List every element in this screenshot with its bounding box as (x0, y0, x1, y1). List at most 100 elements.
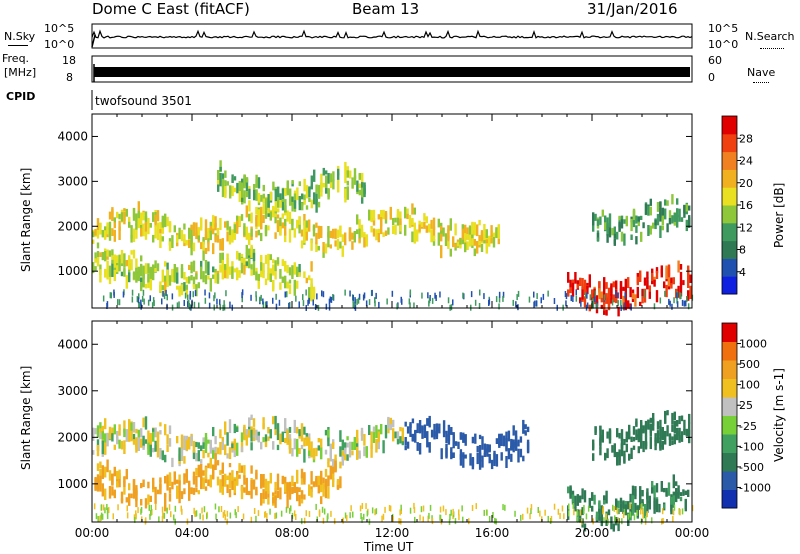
echo-cell (447, 225, 450, 239)
echo-cell (123, 428, 126, 438)
echo-cell (240, 258, 244, 263)
echo-cell (490, 459, 494, 470)
echo-cell (106, 224, 109, 235)
echo-cell (130, 259, 133, 271)
noise-cell (176, 302, 179, 309)
echo-cell (214, 461, 217, 470)
echo-cell (279, 200, 282, 208)
echo-cell (188, 483, 191, 490)
echo-cell (678, 435, 681, 443)
echo-cell (240, 214, 244, 221)
echo-cell (512, 425, 515, 436)
echo-cell (156, 434, 160, 445)
noise-cell (458, 514, 460, 521)
echo-cell (269, 429, 272, 438)
echo-cell (217, 170, 220, 180)
echo-cell (606, 431, 609, 439)
echo-cell (365, 234, 368, 247)
noise-cell (475, 503, 477, 510)
echo-cell (224, 264, 227, 270)
echo-cell (264, 226, 268, 234)
echo-cell (123, 476, 126, 486)
echo-cell (591, 492, 594, 501)
colorbar-tick-label: 20 (739, 177, 753, 190)
noise-cell (522, 513, 524, 520)
noise-cell (498, 291, 501, 298)
echo-cell (628, 424, 631, 436)
echo-cell (123, 269, 126, 275)
echo-cell (310, 489, 313, 498)
echo-cell (178, 285, 181, 297)
echo-cell (576, 494, 579, 506)
echo-cell (325, 175, 328, 189)
echo-cell (159, 234, 162, 248)
echo-cell (659, 207, 662, 222)
noise-cell (603, 294, 605, 301)
noise-cell (450, 509, 452, 516)
echo-cell (166, 216, 169, 227)
noise-cell (198, 302, 200, 309)
echo-cell (180, 284, 184, 296)
echo-cell (664, 430, 667, 445)
echo-cell (180, 438, 184, 450)
noise-cell (374, 297, 376, 304)
echo-cell (605, 490, 608, 504)
echo-cell (592, 219, 595, 232)
echo-cell (606, 234, 609, 243)
echo-cell (243, 174, 246, 189)
echo-cell (480, 230, 484, 241)
echo-cell (612, 523, 615, 532)
noise-cell (110, 292, 112, 299)
echo-cell (659, 441, 662, 451)
echo-cell (257, 192, 261, 203)
noise-cell (614, 515, 616, 522)
echo-cell (296, 187, 299, 201)
echo-cell (305, 231, 308, 241)
echo-cell (663, 281, 666, 289)
echo-cell (298, 181, 301, 187)
echo-cell (317, 475, 320, 486)
echo-cell (672, 495, 675, 506)
echo-cell (236, 267, 239, 281)
echo-cell (485, 243, 488, 254)
noise-cell (413, 302, 415, 309)
echo-cell (320, 438, 323, 448)
echo-cell (168, 493, 172, 502)
echo-cell (250, 269, 253, 276)
echo-cell (671, 412, 674, 425)
noise-cell (106, 301, 109, 308)
echo-cell (185, 469, 188, 483)
echo-cell (517, 439, 520, 447)
echo-cell (135, 267, 138, 281)
noise-cell (180, 505, 182, 512)
echo-cell (411, 217, 414, 226)
echo-cell (233, 438, 236, 451)
echo-cell (276, 423, 280, 433)
echo-cell (171, 457, 174, 468)
echo-cell (346, 180, 349, 186)
noise-cell (360, 513, 362, 519)
echo-cell (164, 494, 167, 508)
noise-cell (219, 299, 221, 306)
echo-cell (351, 441, 354, 450)
echo-cell (327, 234, 330, 248)
echo-band-5 (592, 194, 691, 246)
noise-cell (278, 299, 281, 306)
echo-cell (522, 455, 525, 462)
echo-cell (648, 501, 651, 510)
noise-cell (483, 509, 485, 516)
echo-cell (252, 261, 256, 276)
echo-cell (678, 415, 681, 425)
noise-cell (255, 295, 257, 302)
echo-cell (332, 442, 335, 449)
noise-cell (565, 293, 568, 300)
noise-cell (679, 292, 681, 299)
echo-cell (478, 434, 482, 440)
noise-cell (502, 504, 504, 511)
echo-band-2 (404, 415, 530, 470)
noise-cell (307, 299, 309, 306)
echo-cell (344, 173, 347, 184)
echo-cell (322, 183, 325, 188)
echo-cell (396, 439, 400, 445)
echo-cell (257, 435, 260, 443)
